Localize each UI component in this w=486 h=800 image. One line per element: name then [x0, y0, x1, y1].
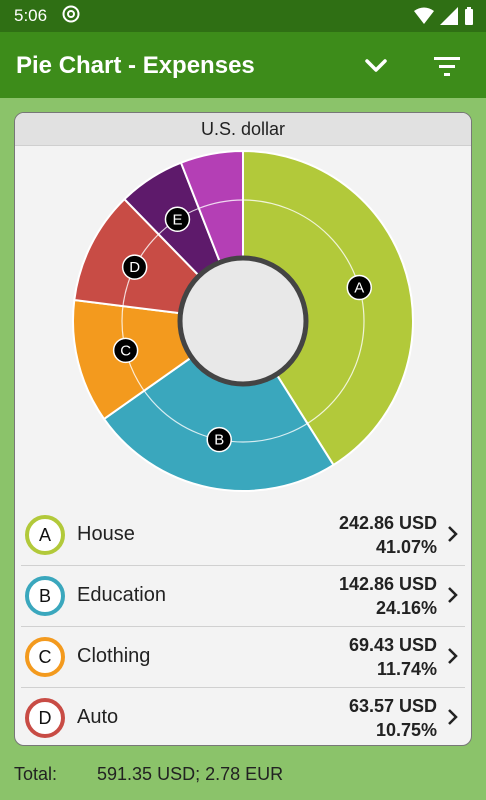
wifi-icon — [414, 7, 434, 24]
legend-percent: 11.74% — [376, 659, 437, 679]
legend-marker-b: B — [25, 576, 65, 616]
signal-icon — [440, 7, 458, 25]
app-bar: Pie Chart - Expenses — [0, 32, 486, 98]
svg-text:C: C — [120, 342, 131, 359]
status-time: 5:06 — [14, 6, 48, 25]
legend-percent: 24.16% — [375, 598, 437, 618]
filter-icon[interactable] — [432, 52, 462, 80]
legend-amount: 142.86 USD — [338, 574, 437, 594]
legend-name: Auto — [77, 706, 119, 728]
currency-header: U.S. dollar — [15, 113, 471, 146]
pie-marker-a: A — [346, 274, 373, 301]
legend-row-clothing[interactable]: C Clothing 69.43 USD 11.74% — [21, 627, 465, 688]
chevron-right-icon — [448, 526, 458, 542]
legend-marker-d: D — [25, 698, 65, 738]
pie-marker-d: D — [121, 254, 148, 280]
legend-amount: 63.57 USD — [348, 696, 437, 716]
pie-marker-e: E — [164, 206, 191, 233]
legend-percent: 10.75% — [375, 720, 437, 740]
chevron-right-icon — [448, 587, 458, 603]
at-sign-icon — [62, 5, 80, 23]
legend-list: A House 242.86 USD 41.07% B Education 14… — [21, 505, 465, 745]
legend-amount: 69.43 USD — [348, 635, 437, 655]
legend-row-house[interactable]: A House 242.86 USD 41.07% — [21, 505, 465, 566]
total-label: Total: — [14, 764, 58, 784]
legend-row-education[interactable]: B Education 142.86 USD 24.16% — [21, 566, 465, 627]
total-footer: Total: 591.35 USD; 2.78 EUR — [14, 764, 283, 785]
legend-marker-a: A — [25, 515, 65, 555]
legend-percent: 41.07% — [375, 537, 437, 557]
total-value: 591.35 USD; 2.78 EUR — [97, 764, 284, 784]
svg-text:A: A — [354, 279, 364, 296]
chevron-right-icon — [448, 648, 458, 664]
legend-name: House — [77, 523, 135, 545]
pie-marker-c: C — [112, 337, 139, 364]
legend-name: Clothing — [77, 645, 151, 667]
page-title: Pie Chart - Expenses — [16, 52, 255, 79]
status-bar: 5:06 — [0, 0, 486, 32]
pie-marker-b: B — [206, 426, 232, 453]
legend-amount: 242.86 USD — [338, 513, 437, 533]
svg-text:E: E — [172, 211, 182, 228]
chevron-down-icon[interactable] — [362, 52, 390, 80]
chevron-right-icon — [448, 709, 458, 725]
legend-name: Education — [77, 584, 166, 606]
svg-text:B: B — [214, 432, 224, 449]
pie-center-hole — [177, 255, 309, 387]
legend-row-auto[interactable]: D Auto 63.57 USD 10.75% — [21, 688, 465, 745]
svg-text:D: D — [129, 259, 140, 276]
battery-icon — [465, 7, 473, 25]
legend-marker-c: C — [25, 637, 65, 677]
pie-mid-ring — [121, 199, 365, 443]
pie-chart[interactable]: A B C D E — [15, 146, 471, 502]
